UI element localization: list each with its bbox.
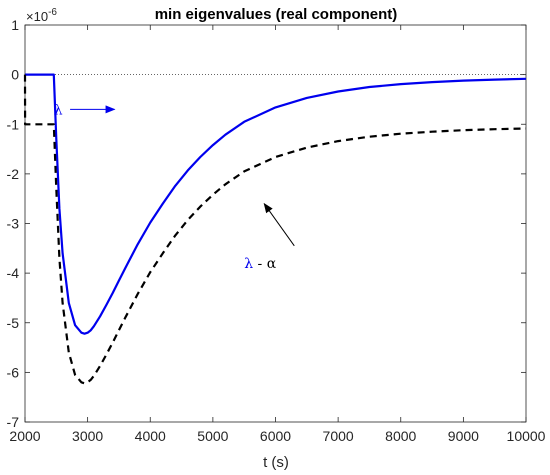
annotation-symbol: λ — [54, 102, 63, 118]
y-tick-label: -3 — [7, 216, 20, 232]
x-tick-label: 4000 — [135, 428, 166, 444]
annotation-label-2: λ - α — [244, 256, 277, 272]
y-tick-label: -2 — [7, 166, 20, 182]
multiplier-exponent: -6 — [48, 7, 57, 18]
x-tick-label: 10000 — [507, 428, 546, 444]
x-tick-label: 7000 — [323, 428, 354, 444]
annotation-layer: λλ - α — [54, 102, 295, 272]
x-tick-label: 9000 — [448, 428, 479, 444]
y-tick-label: -7 — [7, 414, 20, 430]
annotation-suffix: - α — [253, 256, 277, 272]
x-tick-label: 8000 — [385, 428, 416, 444]
series-line-lambda — [25, 73, 527, 335]
annotation-label-1: λ — [54, 102, 63, 118]
series-line-lambda-minus-alpha — [23, 74, 527, 385]
x-tick-label: 5000 — [197, 428, 228, 444]
y-tick-label: -6 — [7, 364, 20, 380]
chart-title: min eigenvalues (real component) — [155, 6, 398, 23]
plot-area-frame — [24, 24, 527, 423]
y-axis-multiplier: ×10-6 — [26, 7, 57, 24]
x-tick-label: 6000 — [260, 428, 291, 444]
y-tick-label: -1 — [7, 116, 20, 132]
y-tick-label: 0 — [11, 67, 19, 83]
y-tick-label: 1 — [11, 17, 19, 33]
series-layer — [23, 73, 527, 385]
y-axis-ticks: 1 0 -1 -2 -3 -4 -5 -6 -7 — [7, 17, 526, 430]
y-tick-label: -5 — [7, 315, 20, 331]
x-tick-label: 2000 — [9, 428, 40, 444]
axes — [24, 24, 527, 423]
x-tick-label: 3000 — [72, 428, 103, 444]
annotation-symbol: λ — [244, 256, 253, 272]
annotation-arrow-2 — [263, 202, 295, 247]
multiplier-base: ×10 — [26, 9, 48, 24]
x-axis-label: t (s) — [263, 454, 289, 471]
y-tick-label: -4 — [7, 265, 20, 281]
x-axis-ticks: 2000 3000 4000 5000 6000 7000 8000 9000 10000 — [9, 25, 546, 444]
